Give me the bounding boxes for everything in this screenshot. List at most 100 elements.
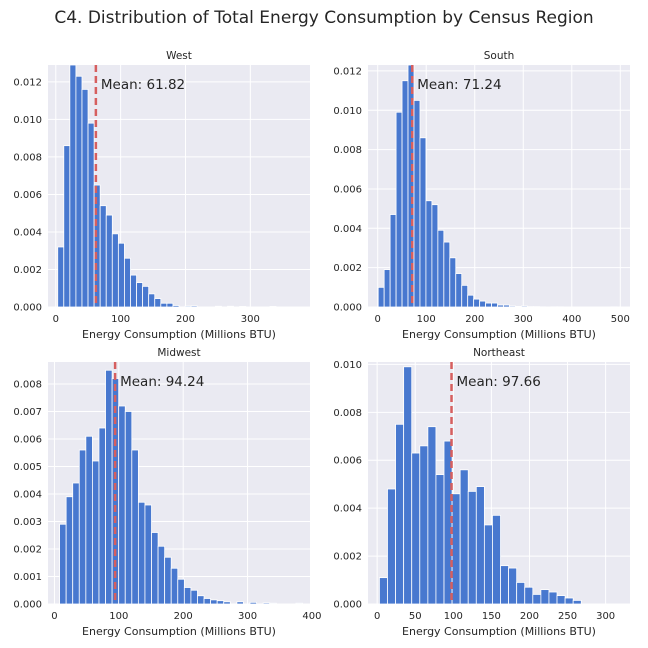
- histogram-bar: [508, 567, 518, 605]
- x-tick-label: 200: [176, 314, 195, 325]
- histogram-bar: [467, 294, 475, 308]
- histogram-bar: [451, 493, 461, 605]
- histogram-bar: [124, 257, 131, 308]
- mean-annotation: Mean: 97.66: [457, 374, 541, 390]
- histogram-bar: [479, 300, 487, 308]
- histogram-bar: [262, 602, 271, 605]
- histogram-bar: [435, 474, 445, 605]
- histogram-bar: [81, 88, 89, 308]
- y-tick-label: 0.002: [333, 552, 362, 563]
- histogram-bar: [564, 597, 574, 605]
- histogram-bar: [227, 305, 234, 308]
- histogram-bar: [160, 302, 168, 308]
- histogram-bar: [269, 602, 277, 605]
- histogram-bar: [459, 469, 469, 605]
- histogram-bar: [492, 514, 501, 605]
- histogram-bar: [105, 369, 113, 605]
- y-tick-label: 0.001: [13, 572, 42, 583]
- histogram-bar: [131, 449, 139, 605]
- histogram-bar: [223, 601, 231, 605]
- x-tick-label: 200: [520, 611, 539, 622]
- y-tick-label: 0.004: [13, 227, 42, 238]
- histogram-panel-midwest: 0.000 0.001 0.002 0.003 0.004 0.005 0.006 0.007…: [13, 347, 321, 638]
- histogram-bar: [148, 293, 156, 308]
- histogram-bar: [92, 460, 100, 605]
- histogram-bar: [172, 305, 180, 308]
- histogram-bar: [556, 595, 566, 605]
- histogram-bar: [99, 205, 107, 308]
- x-tick-label: 100: [111, 314, 130, 325]
- histogram-bar: [69, 64, 77, 308]
- x-tick-label: 300: [514, 314, 533, 325]
- histogram-bar: [524, 586, 534, 605]
- histogram-bar: [419, 445, 429, 605]
- x-tick-label: 400: [562, 314, 581, 325]
- figure-title: C4. Distribution of Total Energy Consump…: [54, 8, 594, 28]
- histogram-bar: [401, 80, 409, 308]
- x-tick-label: 0: [53, 314, 59, 325]
- histogram-bar: [177, 578, 185, 605]
- y-tick-label: 0.002: [13, 265, 42, 276]
- y-tick-label: 0.002: [13, 545, 42, 556]
- mean-annotation: Mean: 71.24: [417, 77, 501, 93]
- x-tick-label: 300: [596, 611, 615, 622]
- histogram-panel-west: 0.000 0.002 0.004 0.006 0.008 0.010 0.012 0 100 2…: [13, 50, 310, 341]
- histogram-bar: [154, 298, 162, 308]
- histogram-bar: [164, 556, 172, 605]
- y-tick-label: 0.006: [333, 184, 362, 195]
- y-tick-label: 0.010: [333, 106, 362, 117]
- y-tick-label: 0.004: [333, 504, 362, 515]
- histogram-bar: [413, 100, 421, 308]
- y-tick-label: 0.012: [333, 66, 362, 77]
- x-tick-label: 50: [409, 611, 422, 622]
- histogram-bar: [59, 523, 67, 605]
- x-tick-label: 100: [417, 314, 436, 325]
- y-tick-label: 0.004: [333, 224, 362, 235]
- panel-title: South: [484, 50, 515, 62]
- histogram-bar: [105, 214, 113, 308]
- y-tick-label: 0.008: [333, 145, 362, 156]
- histogram-bar: [216, 600, 225, 605]
- x-tick-label: 200: [465, 314, 484, 325]
- y-tick-label: 0.010: [13, 115, 42, 126]
- x-axis-label: Energy Consumption (Millions BTU): [82, 625, 276, 638]
- histogram-bar: [144, 504, 152, 605]
- histogram-bar: [455, 273, 463, 308]
- histogram-bar: [295, 602, 303, 605]
- histogram-bar: [190, 305, 198, 308]
- y-tick-label: 0.000: [333, 600, 362, 611]
- x-tick-label: 0: [51, 611, 57, 622]
- histogram-bar: [269, 306, 277, 308]
- y-tick-label: 0.005: [13, 462, 42, 473]
- histogram-bar: [111, 233, 119, 308]
- histogram-bar: [389, 214, 397, 308]
- y-tick-label: 0.000: [13, 600, 42, 611]
- x-tick-label: 100: [109, 611, 128, 622]
- histogram-bar: [483, 524, 493, 605]
- histogram-bar: [72, 482, 80, 605]
- x-tick-label: 200: [174, 611, 193, 622]
- y-tick-label: 0.002: [333, 263, 362, 274]
- x-tick-label: 150: [482, 611, 501, 622]
- x-tick-label: 0: [374, 611, 380, 622]
- histogram-bar: [63, 145, 71, 308]
- histogram-bar: [75, 75, 83, 308]
- histogram-bar: [87, 122, 95, 308]
- histogram-bar: [379, 577, 388, 605]
- histogram-bar: [137, 501, 146, 605]
- panel-title: Northeast: [473, 347, 525, 359]
- histogram-bar: [157, 545, 166, 605]
- histogram-bar: [197, 595, 205, 605]
- histogram-bar: [65, 496, 74, 605]
- histogram-bar: [521, 305, 528, 308]
- y-tick-label: 0.004: [13, 490, 42, 501]
- histogram-bar: [130, 274, 137, 308]
- histogram-bar: [540, 589, 550, 605]
- histogram-bar: [491, 302, 498, 308]
- y-tick-label: 0.007: [13, 407, 42, 418]
- x-axis-label: Energy Consumption (Millions BTU): [82, 328, 276, 341]
- histogram-bar: [548, 591, 558, 605]
- x-tick-label: 300: [238, 611, 257, 622]
- histogram-bar: [395, 423, 405, 605]
